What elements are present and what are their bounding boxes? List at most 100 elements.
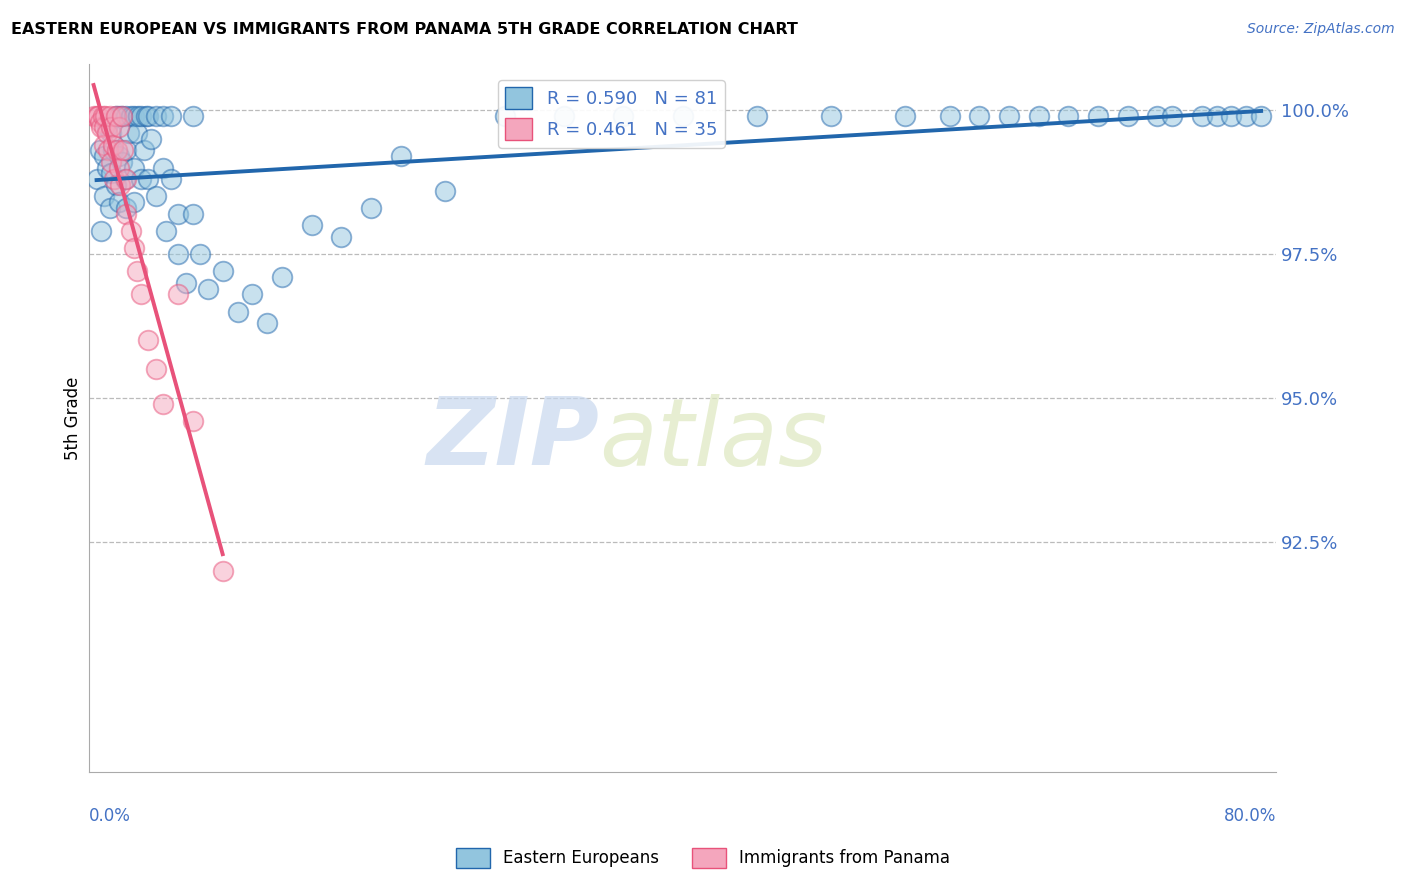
Point — [998, 109, 1021, 123]
Point — [145, 189, 167, 203]
Point — [90, 224, 112, 238]
Point — [159, 109, 181, 123]
Point — [330, 229, 353, 244]
Point — [159, 172, 181, 186]
Point — [93, 137, 115, 152]
Point — [115, 109, 138, 123]
Text: EASTERN EUROPEAN VS IMMIGRANTS FROM PANAMA 5TH GRADE CORRELATION CHART: EASTERN EUROPEAN VS IMMIGRANTS FROM PANA… — [11, 22, 799, 37]
Point — [118, 126, 141, 140]
Point — [100, 155, 122, 169]
Point — [122, 195, 145, 210]
Point — [197, 281, 219, 295]
Point — [98, 201, 121, 215]
Point — [103, 172, 125, 186]
Point — [135, 109, 157, 123]
Point — [256, 316, 278, 330]
Point — [96, 161, 118, 175]
Point — [155, 224, 177, 238]
Point — [129, 109, 152, 123]
Point — [129, 172, 152, 186]
Point — [1146, 109, 1168, 123]
Point — [122, 161, 145, 175]
Point — [96, 120, 118, 135]
Point — [89, 114, 111, 128]
Legend: R = 0.590   N = 81, R = 0.461   N = 35: R = 0.590 N = 81, R = 0.461 N = 35 — [498, 80, 724, 148]
Point — [1028, 109, 1050, 123]
Point — [152, 109, 174, 123]
Point — [91, 109, 114, 123]
Text: ZIP: ZIP — [426, 393, 599, 485]
Point — [120, 224, 142, 238]
Point — [93, 120, 115, 135]
Point — [96, 126, 118, 140]
Text: Source: ZipAtlas.com: Source: ZipAtlas.com — [1247, 22, 1395, 37]
Point — [145, 362, 167, 376]
Legend: Eastern Europeans, Immigrants from Panama: Eastern Europeans, Immigrants from Panam… — [450, 841, 956, 875]
Point — [97, 144, 120, 158]
Point — [1234, 109, 1257, 123]
Point — [100, 166, 122, 180]
Point — [87, 109, 110, 123]
Point — [167, 287, 190, 301]
Point — [938, 109, 960, 123]
Point — [138, 172, 160, 186]
Point — [1205, 109, 1227, 123]
Point — [111, 109, 134, 123]
Point — [360, 201, 382, 215]
Point — [108, 109, 131, 123]
Point — [100, 120, 122, 135]
Point — [108, 161, 131, 175]
Point — [389, 149, 412, 163]
Point — [111, 155, 134, 169]
Point — [1161, 109, 1184, 123]
Point — [93, 149, 115, 163]
Point — [98, 109, 121, 123]
Point — [174, 276, 197, 290]
Point — [181, 109, 204, 123]
Point — [138, 109, 160, 123]
Point — [115, 201, 138, 215]
Y-axis label: 5th Grade: 5th Grade — [65, 376, 82, 459]
Point — [86, 109, 108, 123]
Text: atlas: atlas — [599, 393, 828, 484]
Point — [101, 144, 124, 158]
Point — [115, 207, 138, 221]
Point — [93, 189, 115, 203]
Point — [104, 178, 127, 192]
Point — [138, 334, 160, 348]
Point — [105, 144, 128, 158]
Point — [141, 132, 163, 146]
Point — [1191, 109, 1213, 123]
Point — [226, 304, 249, 318]
Point — [127, 109, 149, 123]
Point — [86, 172, 108, 186]
Point — [1220, 109, 1243, 123]
Point — [894, 109, 917, 123]
Point — [122, 109, 145, 123]
Point — [120, 109, 142, 123]
Point — [115, 144, 138, 158]
Point — [125, 126, 148, 140]
Point — [612, 109, 634, 123]
Point — [101, 137, 124, 152]
Point — [112, 144, 135, 158]
Point — [553, 109, 575, 123]
Point — [1250, 109, 1272, 123]
Point — [167, 247, 190, 261]
Point — [129, 287, 152, 301]
Point — [100, 126, 122, 140]
Point — [211, 564, 233, 578]
Point — [211, 264, 233, 278]
Point — [104, 109, 127, 123]
Point — [89, 144, 111, 158]
Point — [110, 178, 132, 192]
Point — [90, 120, 112, 135]
Point — [494, 109, 516, 123]
Point — [152, 396, 174, 410]
Point — [967, 109, 990, 123]
Point — [145, 109, 167, 123]
Point — [111, 109, 134, 123]
Point — [271, 270, 294, 285]
Point — [181, 207, 204, 221]
Text: 0.0%: 0.0% — [89, 806, 131, 824]
